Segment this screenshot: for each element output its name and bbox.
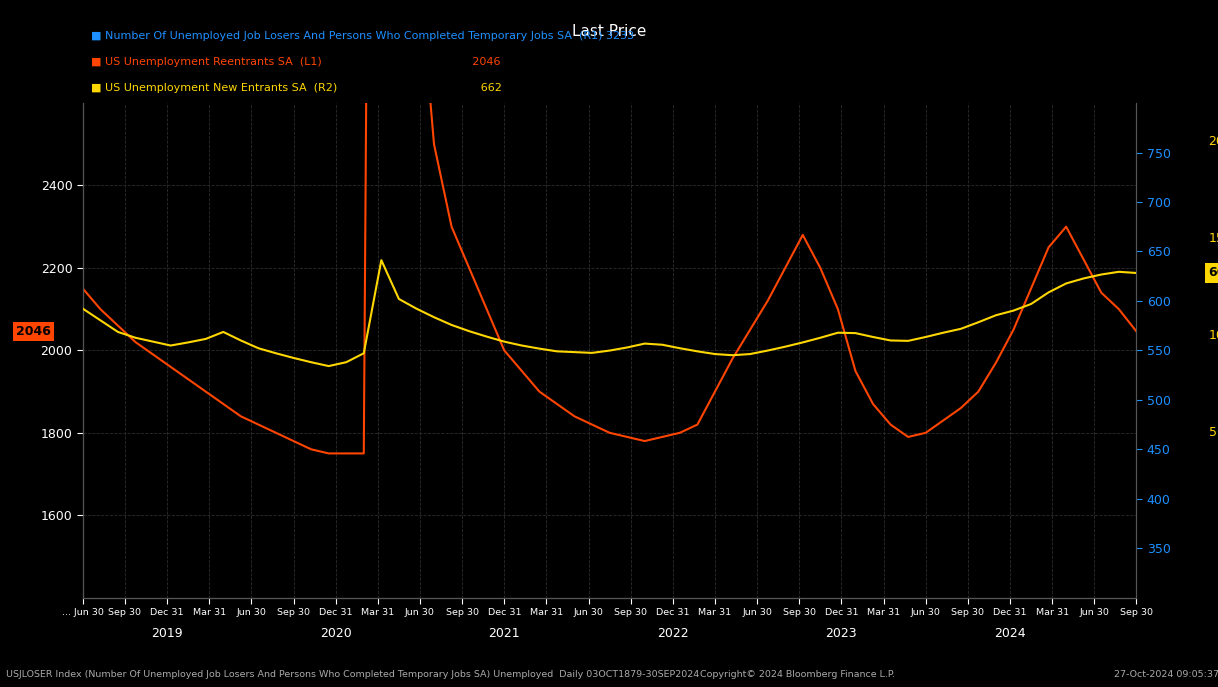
Text: 2023: 2023	[826, 627, 857, 640]
Text: 662: 662	[1208, 267, 1218, 280]
Text: ■ Number Of Unemployed Job Losers And Persons Who Completed Temporary Jobs SA  (: ■ Number Of Unemployed Job Losers And Pe…	[91, 31, 635, 41]
Text: Copyright© 2024 Bloomberg Finance L.P.: Copyright© 2024 Bloomberg Finance L.P.	[700, 670, 895, 679]
Text: 2021: 2021	[488, 627, 520, 640]
Text: 2020: 2020	[320, 627, 352, 640]
Text: 2024: 2024	[994, 627, 1026, 640]
Text: USJLOSER Index (Number Of Unemployed Job Losers And Persons Who Completed Tempor: USJLOSER Index (Number Of Unemployed Job…	[6, 670, 699, 679]
Text: 15000: 15000	[1208, 232, 1218, 245]
Text: 2019: 2019	[151, 627, 183, 640]
Text: 10000: 10000	[1208, 329, 1218, 342]
Text: ■ US Unemployment Reentrants SA  (L1)                                           : ■ US Unemployment Reentrants SA (L1)	[91, 57, 501, 67]
Text: 2022: 2022	[657, 627, 688, 640]
Text: 20000: 20000	[1208, 135, 1218, 148]
Text: 5000: 5000	[1208, 427, 1218, 439]
Text: Last Price: Last Price	[571, 24, 647, 39]
Text: 2046: 2046	[16, 325, 51, 338]
Text: 27-Oct-2024 09:05:37: 27-Oct-2024 09:05:37	[1114, 670, 1218, 679]
Text: ■ US Unemployment New Entrants SA  (R2)                                         : ■ US Unemployment New Entrants SA (R2)	[91, 83, 502, 93]
